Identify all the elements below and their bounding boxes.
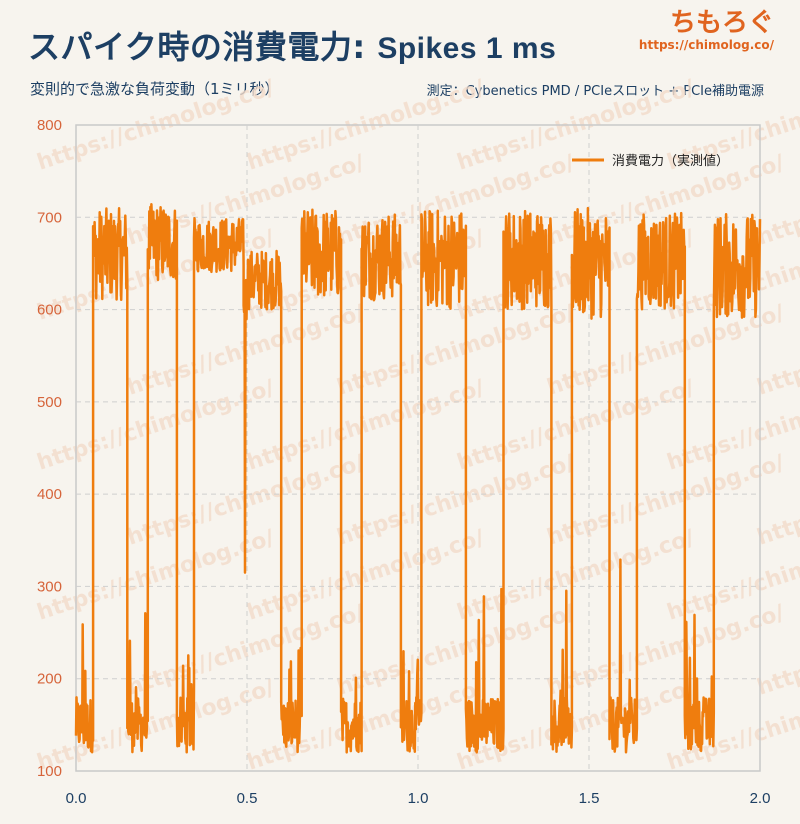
- series-layer: [74, 202, 762, 754]
- logo-url[interactable]: https://chimolog.co/: [638, 38, 774, 52]
- y-tick-label: 400: [37, 486, 62, 503]
- y-axis: 100 200 300 400 500 600 700 800: [37, 117, 62, 780]
- y-tick-label: 500: [37, 394, 62, 411]
- site-logo[interactable]: ちもろぐ https://chimolog.co/: [639, 8, 774, 52]
- y-tick-label: 200: [37, 671, 62, 688]
- y-tick-label: 700: [37, 209, 62, 226]
- y-tick-label: 600: [37, 302, 62, 319]
- legend-label: 消費電力（実測値）: [612, 153, 729, 169]
- series-line-power: [74, 202, 762, 754]
- y-tick-label: 800: [37, 117, 62, 134]
- x-tick-label: 1.0: [408, 790, 429, 807]
- x-tick-label: 2.0: [750, 790, 771, 807]
- y-tick-label: 300: [37, 578, 62, 595]
- x-tick-label: 0.5: [237, 790, 258, 807]
- x-axis: 0.0 0.5 1.0 1.5 2.0: [66, 790, 771, 807]
- logo-text: ちもろぐ: [669, 8, 774, 38]
- y-tick-label: 100: [37, 763, 62, 780]
- title-jp: スパイク時の消費電力: [28, 28, 353, 66]
- page-title: スパイク時の消費電力: Spikes 1 ms: [28, 22, 556, 68]
- grid: [76, 125, 760, 771]
- legend: 消費電力（実測値）: [572, 153, 729, 169]
- title-en: Spikes 1 ms: [377, 32, 557, 65]
- x-tick-label: 1.5: [579, 790, 600, 807]
- title-separator: :: [352, 28, 366, 66]
- measurement-note: 測定：Cybenetics PMD / PCIeスロット + PCIe補助電源: [426, 84, 764, 99]
- subtitle: 変則的で急激な負荷変動（1ミリ秒）: [30, 80, 280, 98]
- x-tick-label: 0.0: [66, 790, 87, 807]
